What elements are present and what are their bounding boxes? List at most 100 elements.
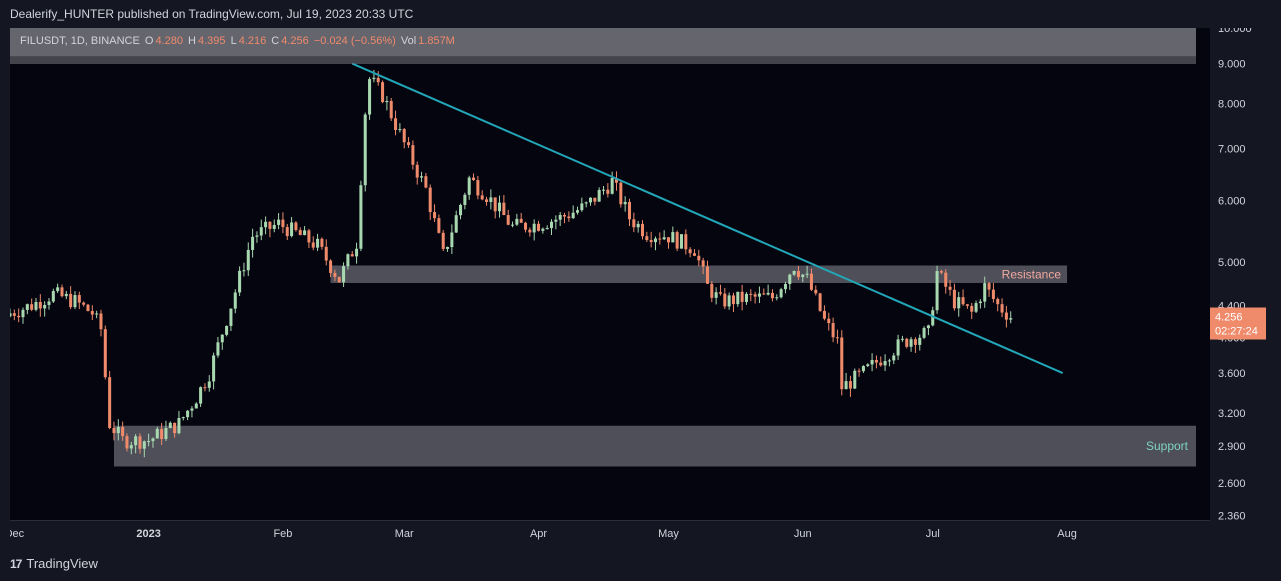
candle-body bbox=[194, 403, 198, 409]
candle-body bbox=[550, 221, 554, 229]
candle-body bbox=[727, 295, 731, 307]
candle-body bbox=[1009, 318, 1013, 320]
time-tick-label: Feb bbox=[273, 528, 292, 540]
candle-body bbox=[610, 178, 614, 194]
candle-body bbox=[480, 195, 484, 200]
candle-body bbox=[73, 295, 77, 308]
candle-body bbox=[437, 218, 441, 233]
candle-body bbox=[99, 313, 103, 330]
candle-body bbox=[173, 422, 177, 434]
time-tick-label: Jul bbox=[926, 528, 940, 540]
candle-body bbox=[965, 304, 969, 306]
candle-body bbox=[242, 270, 246, 272]
candle-body bbox=[186, 410, 190, 418]
candle-body bbox=[861, 366, 865, 372]
candle-body bbox=[446, 247, 450, 249]
candle-body bbox=[874, 359, 878, 363]
candle-body bbox=[614, 178, 619, 183]
candle-body bbox=[913, 339, 917, 345]
candle-body bbox=[34, 301, 38, 310]
candle-body bbox=[870, 359, 874, 365]
candle-body bbox=[285, 227, 289, 237]
candle-body bbox=[385, 100, 389, 103]
support-label: Support bbox=[1146, 439, 1189, 453]
candle-body bbox=[926, 325, 930, 329]
candle-body bbox=[562, 214, 567, 217]
candlestick-chart[interactable]: Resistance Support bbox=[10, 28, 1210, 520]
candle-body bbox=[688, 249, 692, 254]
candle-body bbox=[818, 293, 822, 311]
candle-body bbox=[575, 210, 580, 213]
candle-body bbox=[762, 293, 766, 295]
publisher-text: Dealerify_HUNTER published on TradingVie… bbox=[10, 7, 414, 21]
candle-body bbox=[636, 223, 640, 228]
tradingview-logo[interactable]: 17 TradingView bbox=[10, 556, 98, 571]
candle-body bbox=[671, 232, 675, 243]
candle-body bbox=[233, 292, 237, 309]
chart-pane[interactable]: Resistance Support FILUSDT, 1D, BINANCE O… bbox=[10, 28, 1210, 520]
candle-body bbox=[822, 310, 826, 319]
candle-body bbox=[588, 197, 593, 203]
candle-body bbox=[268, 221, 272, 229]
candle-body bbox=[190, 408, 194, 411]
candle-body bbox=[779, 289, 783, 298]
candle-body bbox=[783, 284, 787, 290]
legend-symbol: FILUSDT, 1D, BINANCE bbox=[20, 35, 140, 47]
candle-body bbox=[86, 304, 90, 311]
candle-body bbox=[584, 202, 588, 204]
candle-body bbox=[324, 246, 328, 261]
candle-body bbox=[801, 274, 805, 278]
candle-body bbox=[272, 224, 276, 229]
candle-body bbox=[82, 302, 86, 305]
legend-volume: 1.857M bbox=[418, 35, 455, 47]
candle-body bbox=[788, 274, 792, 285]
candle-body bbox=[64, 293, 68, 297]
candle-body bbox=[987, 283, 991, 290]
candle-body bbox=[805, 273, 809, 275]
candle-body bbox=[467, 177, 471, 195]
candle-body bbox=[896, 339, 900, 356]
candle-body bbox=[775, 297, 779, 299]
candle-body bbox=[415, 164, 419, 178]
time-axis[interactable]: Dec 2023 Feb Mar Apr May Jun Jul Aug bbox=[5, 520, 1210, 545]
legend-volume-label: Vol bbox=[400, 35, 417, 47]
candle-body bbox=[307, 230, 311, 243]
candle-body bbox=[866, 364, 870, 367]
candle-body bbox=[931, 310, 935, 326]
candle-body bbox=[147, 441, 151, 443]
price-axis[interactable]: 10.0009.0008.0007.0006.0005.0004.4004.00… bbox=[1210, 23, 1281, 523]
candle-body bbox=[684, 234, 688, 250]
price-tick-label: 2.600 bbox=[1218, 478, 1246, 490]
candle-body bbox=[692, 253, 696, 256]
candle-body bbox=[731, 295, 735, 305]
candle-body bbox=[627, 201, 632, 220]
legend-low: 4.216 bbox=[238, 35, 267, 47]
candle-body bbox=[77, 295, 81, 303]
candle-body bbox=[337, 276, 341, 283]
candle-body bbox=[991, 289, 995, 299]
candle-body bbox=[95, 313, 99, 315]
candle-body bbox=[606, 189, 610, 194]
candle-body bbox=[255, 235, 259, 237]
candle-body bbox=[203, 387, 207, 389]
candle-body bbox=[450, 232, 454, 248]
candle-body bbox=[47, 301, 51, 305]
candle-body bbox=[225, 325, 229, 335]
candle-body bbox=[303, 230, 307, 236]
candle-body bbox=[653, 238, 658, 243]
legend-change: −0.024 (−0.56%) bbox=[313, 35, 396, 47]
candle-body bbox=[368, 79, 372, 115]
candle-body bbox=[441, 232, 445, 249]
candle-body bbox=[502, 202, 506, 216]
candle-body bbox=[220, 334, 224, 343]
candle-body bbox=[424, 176, 428, 188]
candle-body bbox=[796, 271, 800, 278]
price-tick-label: 3.200 bbox=[1218, 408, 1246, 420]
candle-body bbox=[264, 221, 268, 228]
candle-body bbox=[649, 239, 653, 243]
candle-body bbox=[857, 370, 861, 372]
price-tick-label: 2.900 bbox=[1218, 441, 1246, 453]
candle-body bbox=[294, 222, 298, 231]
candle-body bbox=[658, 238, 662, 240]
candle-body bbox=[238, 270, 242, 293]
